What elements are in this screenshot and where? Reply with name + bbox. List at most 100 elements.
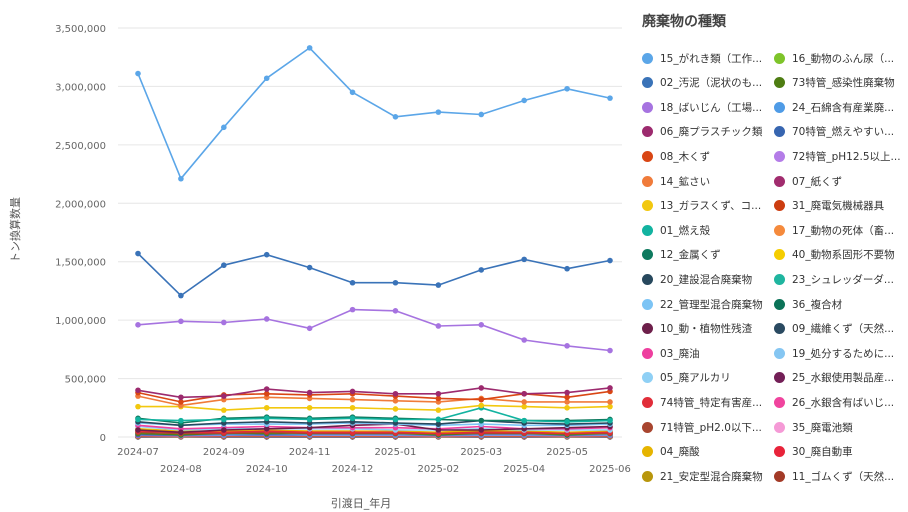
data-point[interactable] xyxy=(564,394,570,401)
data-point[interactable] xyxy=(349,89,356,96)
data-point[interactable] xyxy=(564,399,570,405)
data-point[interactable] xyxy=(178,429,184,436)
data-point[interactable] xyxy=(521,417,527,424)
data-point[interactable] xyxy=(564,419,570,425)
legend-item[interactable]: 10_動・植物性残渣 xyxy=(642,321,752,337)
data-point[interactable] xyxy=(521,403,527,410)
data-point[interactable] xyxy=(478,402,485,409)
data-point[interactable] xyxy=(435,109,442,115)
data-point[interactable] xyxy=(178,399,184,405)
data-point[interactable] xyxy=(435,282,442,288)
data-point[interactable] xyxy=(349,396,356,403)
data-point[interactable] xyxy=(349,279,356,286)
legend-item[interactable]: 74特管_特定有害産... xyxy=(642,394,762,410)
data-point[interactable] xyxy=(263,75,270,82)
data-point[interactable] xyxy=(521,97,527,104)
data-point[interactable] xyxy=(435,323,442,329)
legend-item[interactable]: 02_汚泥（泥状のも... xyxy=(642,75,762,91)
legend-item[interactable]: 31_廃電気機械器具 xyxy=(774,198,884,214)
legend-item[interactable]: 05_廃アルカリ xyxy=(642,370,731,386)
legend-item[interactable]: 04_廃酸 xyxy=(642,444,700,460)
data-point[interactable] xyxy=(349,404,356,411)
legend-item[interactable]: 25_水銀使用製品産... xyxy=(774,370,894,386)
data-point[interactable] xyxy=(478,111,485,118)
data-point[interactable] xyxy=(521,256,527,263)
legend-item[interactable]: 72特管_pH12.5以上... xyxy=(774,148,901,164)
data-point[interactable] xyxy=(478,427,485,433)
data-point[interactable] xyxy=(221,262,227,269)
legend-item[interactable]: 73特管_感染性廃棄物 xyxy=(774,75,895,91)
legend-item[interactable]: 19_処分するために... xyxy=(774,345,894,361)
data-point[interactable] xyxy=(221,416,227,423)
data-point[interactable] xyxy=(521,337,527,343)
data-point[interactable] xyxy=(607,347,613,354)
data-point[interactable] xyxy=(392,390,399,397)
legend-item[interactable]: 12_金属くず xyxy=(642,247,721,263)
data-point[interactable] xyxy=(392,416,399,423)
legend-item[interactable]: 18_ばいじん（工場... xyxy=(642,99,762,115)
data-point[interactable] xyxy=(221,427,227,433)
data-point[interactable] xyxy=(435,416,442,423)
data-point[interactable] xyxy=(349,306,356,313)
legend-item[interactable]: 13_ガラスくず、コ... xyxy=(642,198,761,214)
data-point[interactable] xyxy=(607,403,613,410)
data-point[interactable] xyxy=(221,319,227,326)
data-point[interactable] xyxy=(178,394,184,401)
legend-item[interactable]: 30_廃自動車 xyxy=(774,444,853,460)
legend-item[interactable]: 20_建設混合廃棄物 xyxy=(642,271,752,287)
data-point[interactable] xyxy=(263,251,270,258)
legend-item[interactable]: 09_繊維くず（天然... xyxy=(774,321,894,337)
legend-item[interactable]: 40_動物系固形不要物 xyxy=(774,247,895,263)
data-point[interactable] xyxy=(263,426,270,432)
data-point[interactable] xyxy=(135,427,141,433)
legend-item[interactable]: 06_廃プラスチック類 xyxy=(642,124,762,140)
data-point[interactable] xyxy=(306,416,313,423)
legend-item[interactable]: 70特管_燃えやすい... xyxy=(774,124,894,140)
data-point[interactable] xyxy=(306,325,313,332)
data-point[interactable] xyxy=(263,390,270,397)
data-point[interactable] xyxy=(607,385,613,391)
data-point[interactable] xyxy=(435,421,442,427)
legend-item[interactable]: 07_紙くず xyxy=(774,173,842,189)
data-point[interactable] xyxy=(306,45,313,51)
data-point[interactable] xyxy=(135,387,141,394)
data-point[interactable] xyxy=(435,407,442,413)
data-point[interactable] xyxy=(135,70,141,77)
data-point[interactable] xyxy=(263,386,270,392)
legend-item[interactable]: 71特管_pH2.0以下... xyxy=(642,419,762,435)
data-point[interactable] xyxy=(564,389,570,396)
data-point[interactable] xyxy=(221,407,227,413)
data-point[interactable] xyxy=(478,322,485,328)
legend-item[interactable]: 14_鉱さい xyxy=(642,173,710,189)
legend-item[interactable]: 24_石綿含有産業廃... xyxy=(774,99,894,115)
data-point[interactable] xyxy=(306,389,313,396)
data-point[interactable] xyxy=(564,404,570,411)
data-point[interactable] xyxy=(221,393,227,399)
data-point[interactable] xyxy=(564,343,570,349)
data-point[interactable] xyxy=(263,316,270,322)
legend-item[interactable]: 08_木くず xyxy=(642,148,710,164)
data-point[interactable] xyxy=(478,267,485,273)
data-point[interactable] xyxy=(521,399,527,405)
data-point[interactable] xyxy=(392,406,399,412)
data-point[interactable] xyxy=(349,415,356,422)
data-point[interactable] xyxy=(306,404,313,411)
data-point[interactable] xyxy=(178,318,184,325)
data-point[interactable] xyxy=(178,292,184,299)
data-point[interactable] xyxy=(478,396,485,403)
data-point[interactable] xyxy=(306,264,313,271)
data-point[interactable] xyxy=(607,399,613,405)
data-point[interactable] xyxy=(135,250,141,257)
legend-item[interactable]: 17_動物の死体（畜... xyxy=(774,222,894,238)
data-point[interactable] xyxy=(392,279,399,286)
data-point[interactable] xyxy=(435,427,442,433)
data-point[interactable] xyxy=(135,322,141,328)
data-point[interactable] xyxy=(392,397,399,404)
data-point[interactable] xyxy=(221,124,227,131)
data-point[interactable] xyxy=(521,390,527,397)
data-point[interactable] xyxy=(263,415,270,422)
data-point[interactable] xyxy=(607,417,613,424)
data-point[interactable] xyxy=(392,114,399,120)
legend-item[interactable]: 01_燃え殻 xyxy=(642,222,710,238)
data-point[interactable] xyxy=(263,404,270,411)
